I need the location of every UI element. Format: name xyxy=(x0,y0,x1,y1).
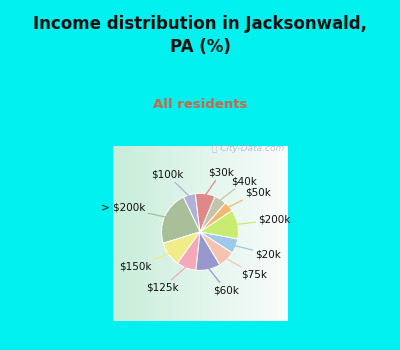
Text: $60k: $60k xyxy=(208,267,239,295)
Text: $150k: $150k xyxy=(119,253,170,272)
Text: > $200k: > $200k xyxy=(101,203,166,217)
Wedge shape xyxy=(200,196,225,232)
Text: $40k: $40k xyxy=(219,176,258,201)
Text: All residents: All residents xyxy=(153,98,247,111)
Text: ⓘ City-Data.com: ⓘ City-Data.com xyxy=(212,144,284,153)
Text: Income distribution in Jacksonwald,
PA (%): Income distribution in Jacksonwald, PA (… xyxy=(33,15,367,56)
Wedge shape xyxy=(200,210,238,239)
Text: $75k: $75k xyxy=(226,258,268,280)
Text: $100k: $100k xyxy=(151,170,190,197)
Text: $125k: $125k xyxy=(146,266,187,293)
Wedge shape xyxy=(163,232,200,263)
Wedge shape xyxy=(183,194,200,232)
Wedge shape xyxy=(200,232,232,265)
Wedge shape xyxy=(195,194,215,232)
Text: $200k: $200k xyxy=(236,215,291,225)
Wedge shape xyxy=(196,232,220,270)
Text: $50k: $50k xyxy=(228,188,271,208)
Wedge shape xyxy=(162,197,200,243)
Wedge shape xyxy=(178,232,200,270)
Text: $20k: $20k xyxy=(234,245,281,259)
Wedge shape xyxy=(200,203,232,232)
Wedge shape xyxy=(200,232,238,253)
Text: $30k: $30k xyxy=(205,168,234,196)
